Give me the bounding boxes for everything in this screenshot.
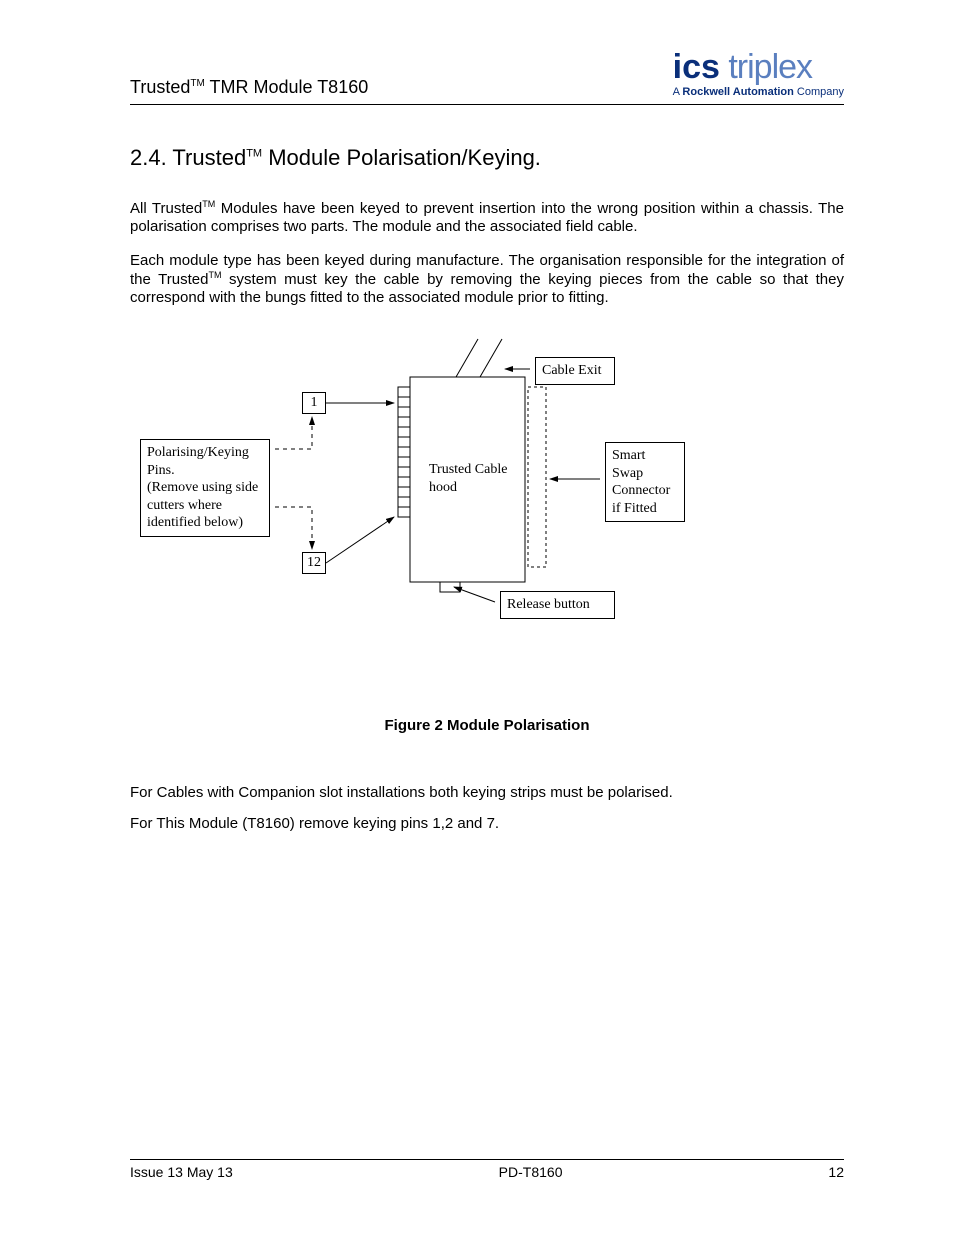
logo-sub-post: Company	[794, 86, 844, 98]
p2-b: system must key the cable by removing th…	[130, 271, 844, 306]
header-title: TrustedTM TMR Module T8160	[130, 77, 368, 98]
cable-exit-box: Cable Exit	[535, 357, 615, 385]
header-title-pre: Trusted	[130, 77, 190, 97]
paragraph-1: All TrustedTM Modules have been keyed to…	[130, 199, 844, 236]
body-line-1: For Cables with Companion slot installat…	[130, 784, 844, 801]
header-title-sup: TM	[190, 78, 204, 89]
hood-label: Trusted Cable hood	[423, 457, 518, 500]
footer-left: Issue 13 May 13	[130, 1164, 233, 1180]
paragraph-2: Each module type has been keyed during m…	[130, 252, 844, 307]
p1-a: All Trusted	[130, 200, 202, 217]
logo-sub: A Rockwell Automation Company	[673, 86, 844, 98]
p1-sup: TM	[202, 199, 215, 209]
body-line-2: For This Module (T8160) remove keying pi…	[130, 815, 844, 832]
section-heading: 2.4. TrustedTM Module Polarisation/Keyin…	[130, 145, 844, 171]
section-number: 2.4.	[130, 145, 172, 170]
pin-number-bottom: 12	[302, 552, 326, 574]
figure-caption: Figure 2 Module Polarisation	[130, 717, 844, 734]
logo-triplex: triplex	[720, 48, 812, 86]
polarising-keying-box: Polarising/Keying Pins.(Remove using sid…	[140, 439, 270, 537]
figure-diagram: 1 12 Polarising/Keying Pins.(Remove usin…	[130, 327, 844, 687]
logo-sub-ra: Rockwell Automation	[682, 86, 793, 98]
release-button-box: Release button	[500, 591, 615, 619]
footer-right: 12	[828, 1164, 844, 1180]
logo-block: ics triplex A Rockwell Automation Compan…	[673, 50, 844, 98]
smart-swap-box: Smart Swap Connector if Fitted	[605, 442, 685, 522]
section-title-sup: TM	[246, 148, 262, 160]
page-header: TrustedTM TMR Module T8160 ics triplex A…	[130, 50, 844, 105]
section-title-pre: Trusted	[172, 145, 246, 170]
page-footer: Issue 13 May 13 PD-T8160 12	[130, 1159, 844, 1180]
p2-sup: TM	[208, 270, 221, 280]
logo-sub-pre: A	[673, 86, 683, 98]
section-title-post: Module Polarisation/Keying.	[262, 145, 541, 170]
logo-main: ics triplex	[673, 50, 844, 84]
logo-ics: ics	[673, 48, 720, 86]
pin-number-top: 1	[302, 392, 326, 414]
footer-center: PD-T8160	[499, 1164, 563, 1180]
header-title-post: TMR Module T8160	[205, 77, 368, 97]
p1-b: Modules have been keyed to prevent inser…	[130, 200, 844, 235]
